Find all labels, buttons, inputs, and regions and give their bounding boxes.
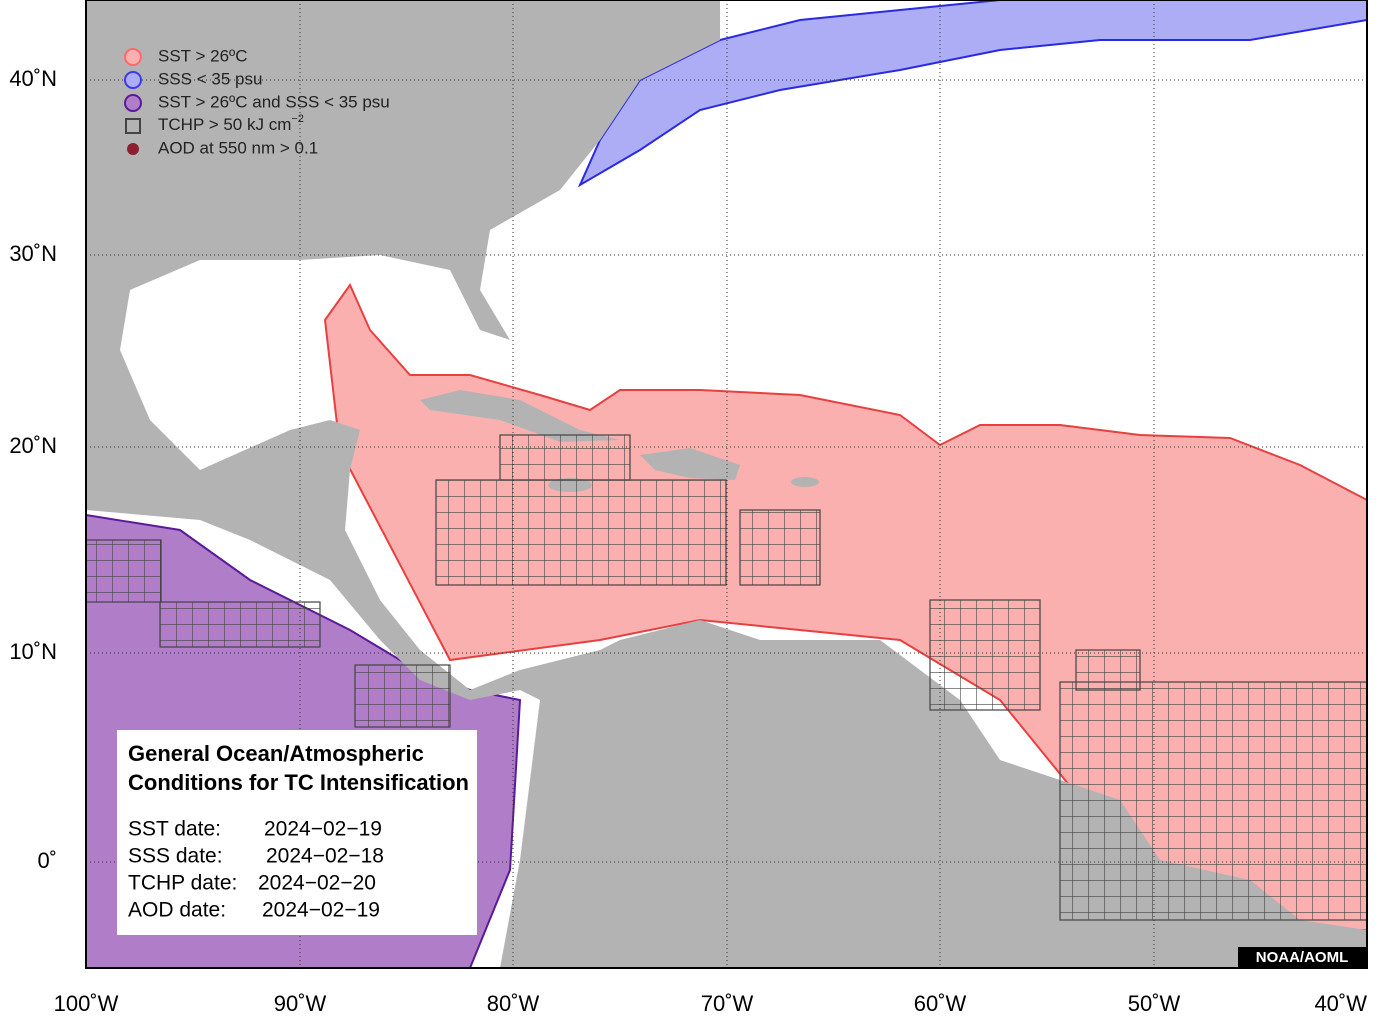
axis-labels: 100˚W 90˚W 80˚W 70˚W 60˚W 50˚W 40˚W 40˚N… <box>9 66 1367 1016</box>
graticule <box>86 0 1367 968</box>
info-box: General Ocean/Atmospheric Conditions for… <box>117 730 477 935</box>
info-title: Conditions for TC Intensification <box>128 770 469 795</box>
legend-swatch <box>124 94 142 112</box>
y-axis-label: 20˚N <box>9 433 57 458</box>
legend-label: SST > 26ºC <box>158 46 248 65</box>
legend-superscript: −2 <box>291 113 304 125</box>
date-value: 2024−02−18 <box>266 845 384 868</box>
date-label: AOD date: <box>128 899 226 922</box>
y-axis-label: 0˚ <box>37 848 57 873</box>
x-axis-label: 90˚W <box>274 991 327 1016</box>
x-axis-label: 100˚W <box>54 991 119 1016</box>
legend-swatch <box>125 118 141 134</box>
hispaniola <box>640 448 740 480</box>
puerto-rico <box>791 477 819 487</box>
x-axis-label: 80˚W <box>487 991 540 1016</box>
date-label: SSS date: <box>128 845 223 868</box>
date-value: 2024−02−19 <box>264 818 382 841</box>
date-value: 2024−02−20 <box>258 872 376 895</box>
land <box>86 0 1367 968</box>
info-title: General Ocean/Atmospheric <box>128 741 424 766</box>
y-axis-label: 30˚N <box>9 241 57 266</box>
x-axis-label: 60˚W <box>914 991 967 1016</box>
y-axis-label: 10˚N <box>9 639 57 664</box>
date-label: TCHP date: <box>128 872 237 895</box>
frame <box>85 0 1368 969</box>
legend-label: AOD at 550 nm > 0.1 <box>158 138 318 157</box>
sss-region <box>577 0 1367 188</box>
credit: NOAA/AOML <box>1256 949 1349 966</box>
tchp-region <box>86 434 1367 921</box>
date-value: 2024−02−19 <box>262 899 380 922</box>
date-label: SST date: <box>128 818 221 841</box>
x-axis-label: 50˚W <box>1128 991 1181 1016</box>
x-axis-label: 40˚W <box>1314 991 1367 1016</box>
legend-label: TCHP > 50 kJ cm−2 <box>158 113 304 135</box>
legend-swatch <box>127 143 139 155</box>
legend-swatch <box>124 48 142 66</box>
cuba <box>420 390 620 442</box>
credit-bg <box>1238 947 1366 967</box>
legend-label-text: TCHP > 50 kJ cm <box>158 115 291 134</box>
info-box-bg <box>117 730 477 935</box>
y-axis-label: 40˚N <box>9 66 57 91</box>
x-axis-label: 70˚W <box>701 991 754 1016</box>
legend-swatch <box>124 71 142 89</box>
legend: SST > 26ºC SSS < 35 psu SST > 26ºC and S… <box>124 46 390 157</box>
legend-label: SSS < 35 psu <box>158 69 262 88</box>
legend-label: SST > 26ºC and SSS < 35 psu <box>158 92 390 111</box>
